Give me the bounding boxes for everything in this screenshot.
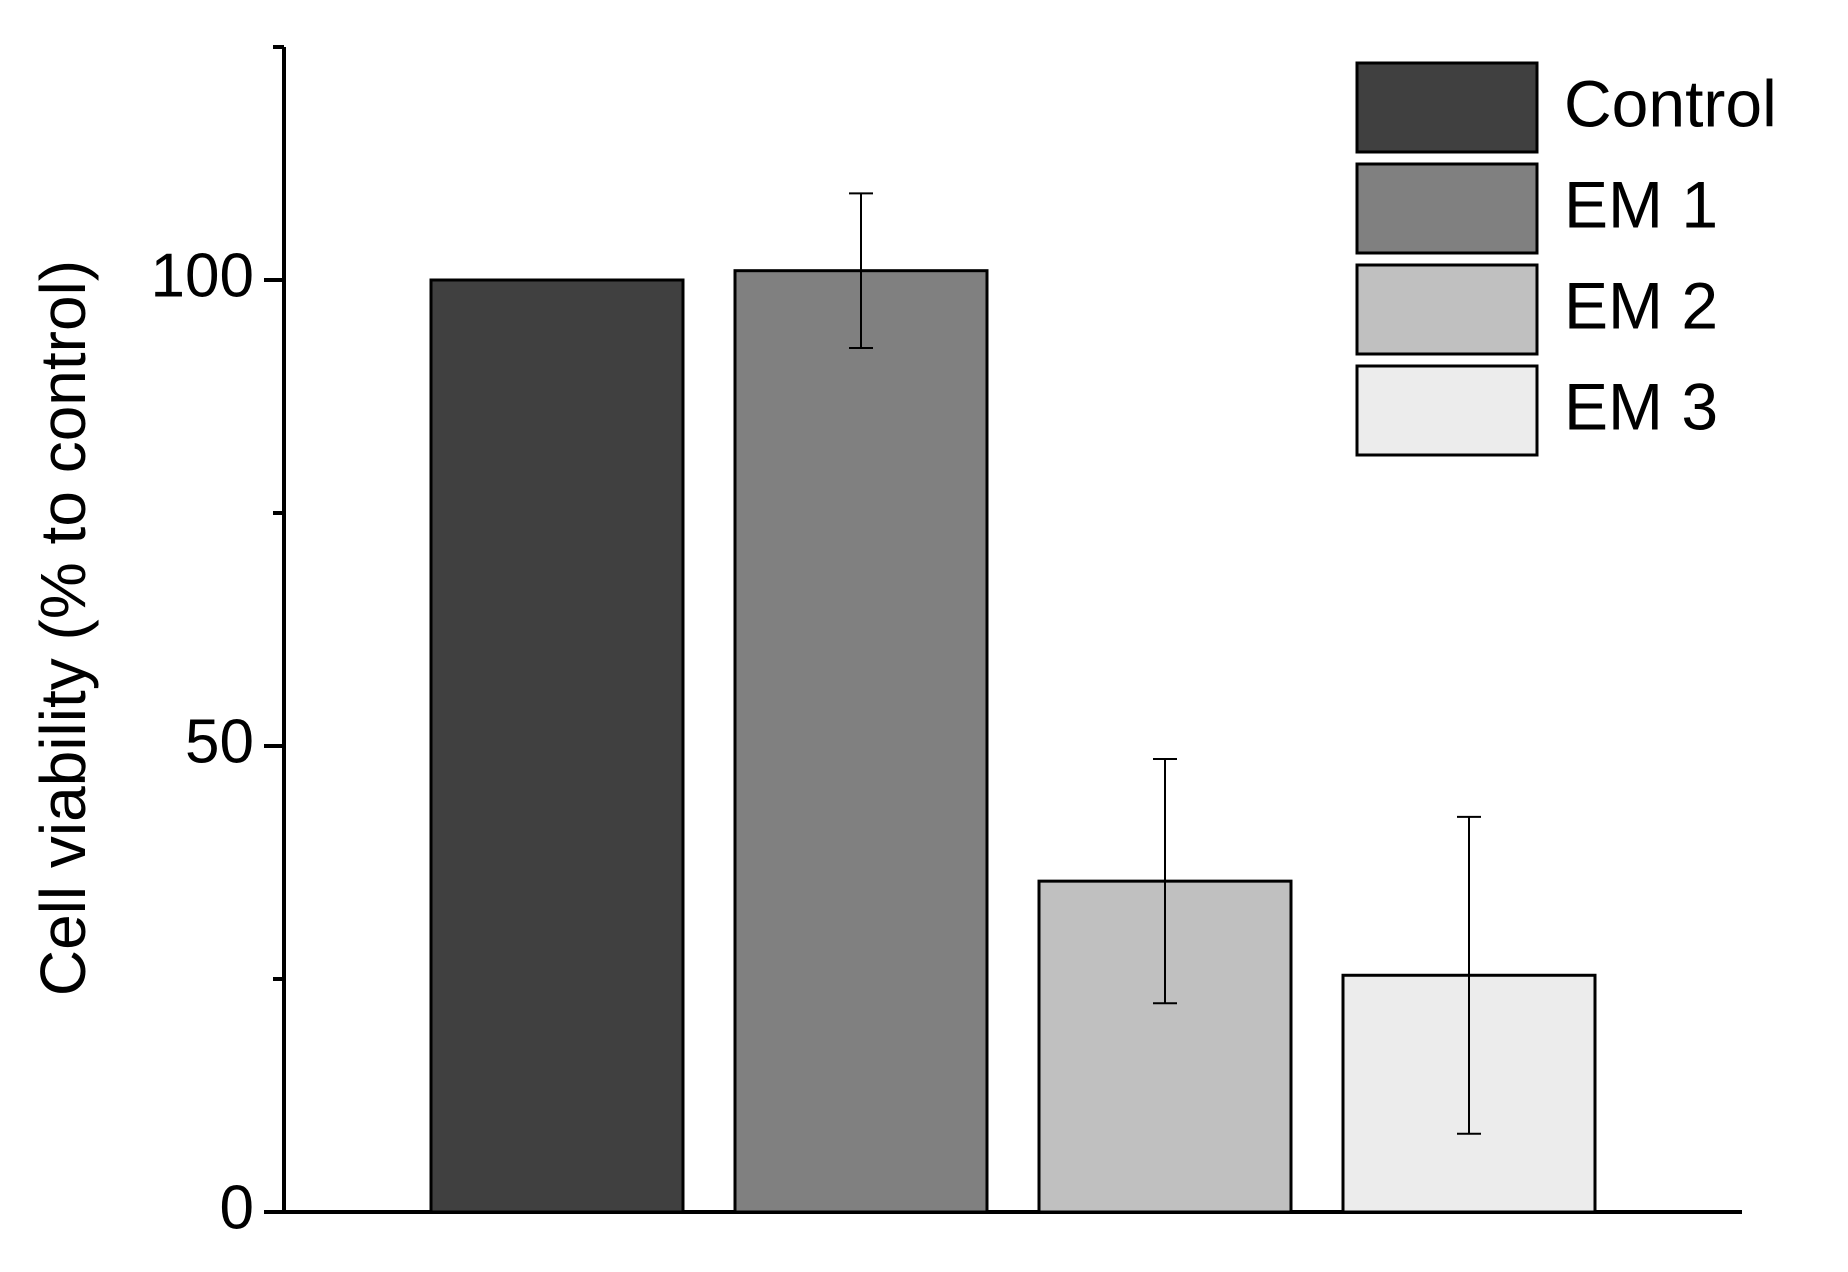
legend-label: EM 3 bbox=[1564, 369, 1718, 443]
legend-swatch bbox=[1355, 364, 1539, 457]
legend-label: Control bbox=[1564, 66, 1777, 140]
bar bbox=[429, 278, 685, 1214]
legend-swatch bbox=[1355, 263, 1539, 356]
error-bar bbox=[849, 192, 873, 350]
legend-swatch bbox=[1355, 162, 1539, 255]
error-bar bbox=[1153, 758, 1177, 1005]
y-tick-label: 50 bbox=[185, 707, 254, 776]
bar bbox=[733, 269, 989, 1214]
y-tick-label: 100 bbox=[151, 241, 254, 310]
y-tick-label: 0 bbox=[220, 1173, 254, 1242]
legend-swatch bbox=[1355, 61, 1539, 154]
legend-label: EM 1 bbox=[1564, 167, 1718, 241]
y-axis-label: Cell viability (% to control) bbox=[27, 260, 99, 996]
legend-label: EM 2 bbox=[1564, 268, 1718, 342]
error-bar bbox=[1457, 815, 1481, 1135]
